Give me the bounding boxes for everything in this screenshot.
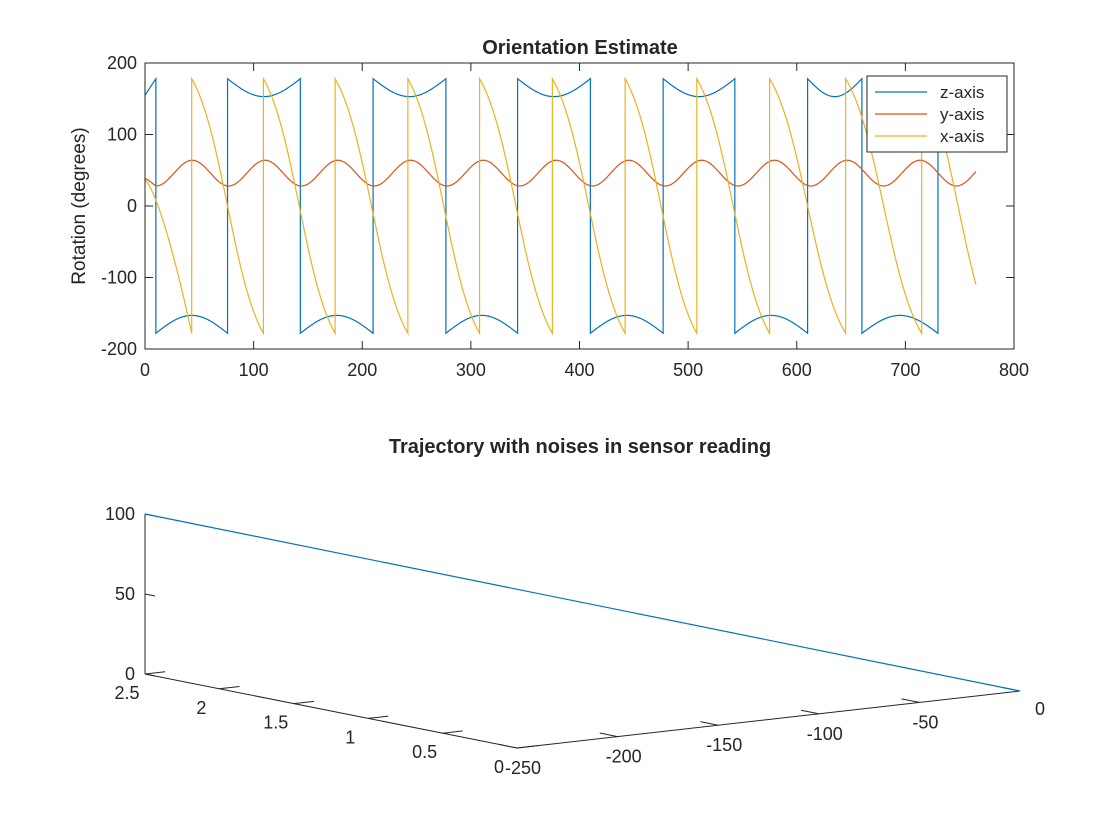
x-tick-label: 600 (782, 360, 812, 380)
z-tick-label: 100 (105, 504, 135, 524)
x-tick-label: 0 (140, 360, 150, 380)
z-tick-label: 0 (125, 664, 135, 684)
series-line-z-axis (145, 76, 977, 335)
y-tick-mark (368, 715, 389, 719)
x-tick-mark (800, 709, 819, 715)
x-tick-mark (599, 732, 618, 738)
z-tick-mark (144, 593, 156, 597)
y-tick-label: 0 (494, 757, 504, 777)
y-axis-line (144, 673, 518, 749)
series-line-x-axis (145, 76, 977, 336)
chart2-title: Trajectory with noises in sensor reading (389, 436, 771, 458)
legend-label: x-axis (940, 127, 984, 146)
orientation-chart: Orientation Estimate Rotation (degrees) … (69, 37, 1029, 380)
trajectory-line (144, 513, 1021, 692)
series-line-y-axis (145, 159, 977, 187)
x-tick-label: 800 (999, 360, 1029, 380)
y-tick-label: 0 (127, 196, 137, 216)
y-tick-label: -100 (101, 268, 137, 288)
y-tick-label: 0.5 (412, 742, 437, 762)
chart1-title: Orientation Estimate (482, 37, 678, 59)
y-tick-label: 1.5 (263, 713, 288, 733)
x-tick-label: 300 (456, 360, 486, 380)
y-tick-mark (219, 686, 240, 690)
y-tick-label: 1 (345, 727, 355, 747)
x-tick-label: -150 (706, 735, 742, 755)
x-tick-mark (499, 743, 518, 749)
x-tick-label: -200 (606, 747, 642, 767)
x-tick-label: 400 (564, 360, 594, 380)
x-tick-label: -250 (505, 758, 541, 778)
x-tick-label: -50 (912, 712, 938, 732)
legend-label: y-axis (940, 105, 984, 124)
x-axis-line (516, 690, 1021, 749)
x-tick-label: 100 (239, 360, 269, 380)
y-tick-mark (144, 671, 166, 675)
y-tick-mark (516, 745, 538, 749)
trajectory-chart: Trajectory with noises in sensor reading… (105, 436, 1045, 778)
y-tick-label: 100 (107, 125, 137, 145)
x-tick-label: -100 (807, 724, 843, 744)
x-tick-label: 500 (673, 360, 703, 380)
x-tick-label: 700 (890, 360, 920, 380)
y-tick-mark (442, 730, 463, 734)
chart1-legend: z-axis y-axis x-axis (866, 75, 1008, 153)
chart1-ylabel: Rotation (degrees) (69, 127, 90, 284)
x-tick-mark (700, 721, 719, 726)
y-tick-label: 2.5 (114, 683, 139, 703)
y-tick-label: -200 (101, 339, 137, 359)
y-tick-label: 2 (196, 698, 206, 718)
z-tick-label: 50 (115, 584, 135, 604)
legend-label: z-axis (940, 83, 984, 102)
y-tick-label: 200 (107, 53, 137, 73)
x-tick-label: 200 (347, 360, 377, 380)
x-tick-mark (901, 698, 920, 703)
z-tick-mark (144, 673, 156, 677)
y-tick-mark (293, 700, 314, 705)
x-tick-label: 0 (1035, 699, 1045, 719)
